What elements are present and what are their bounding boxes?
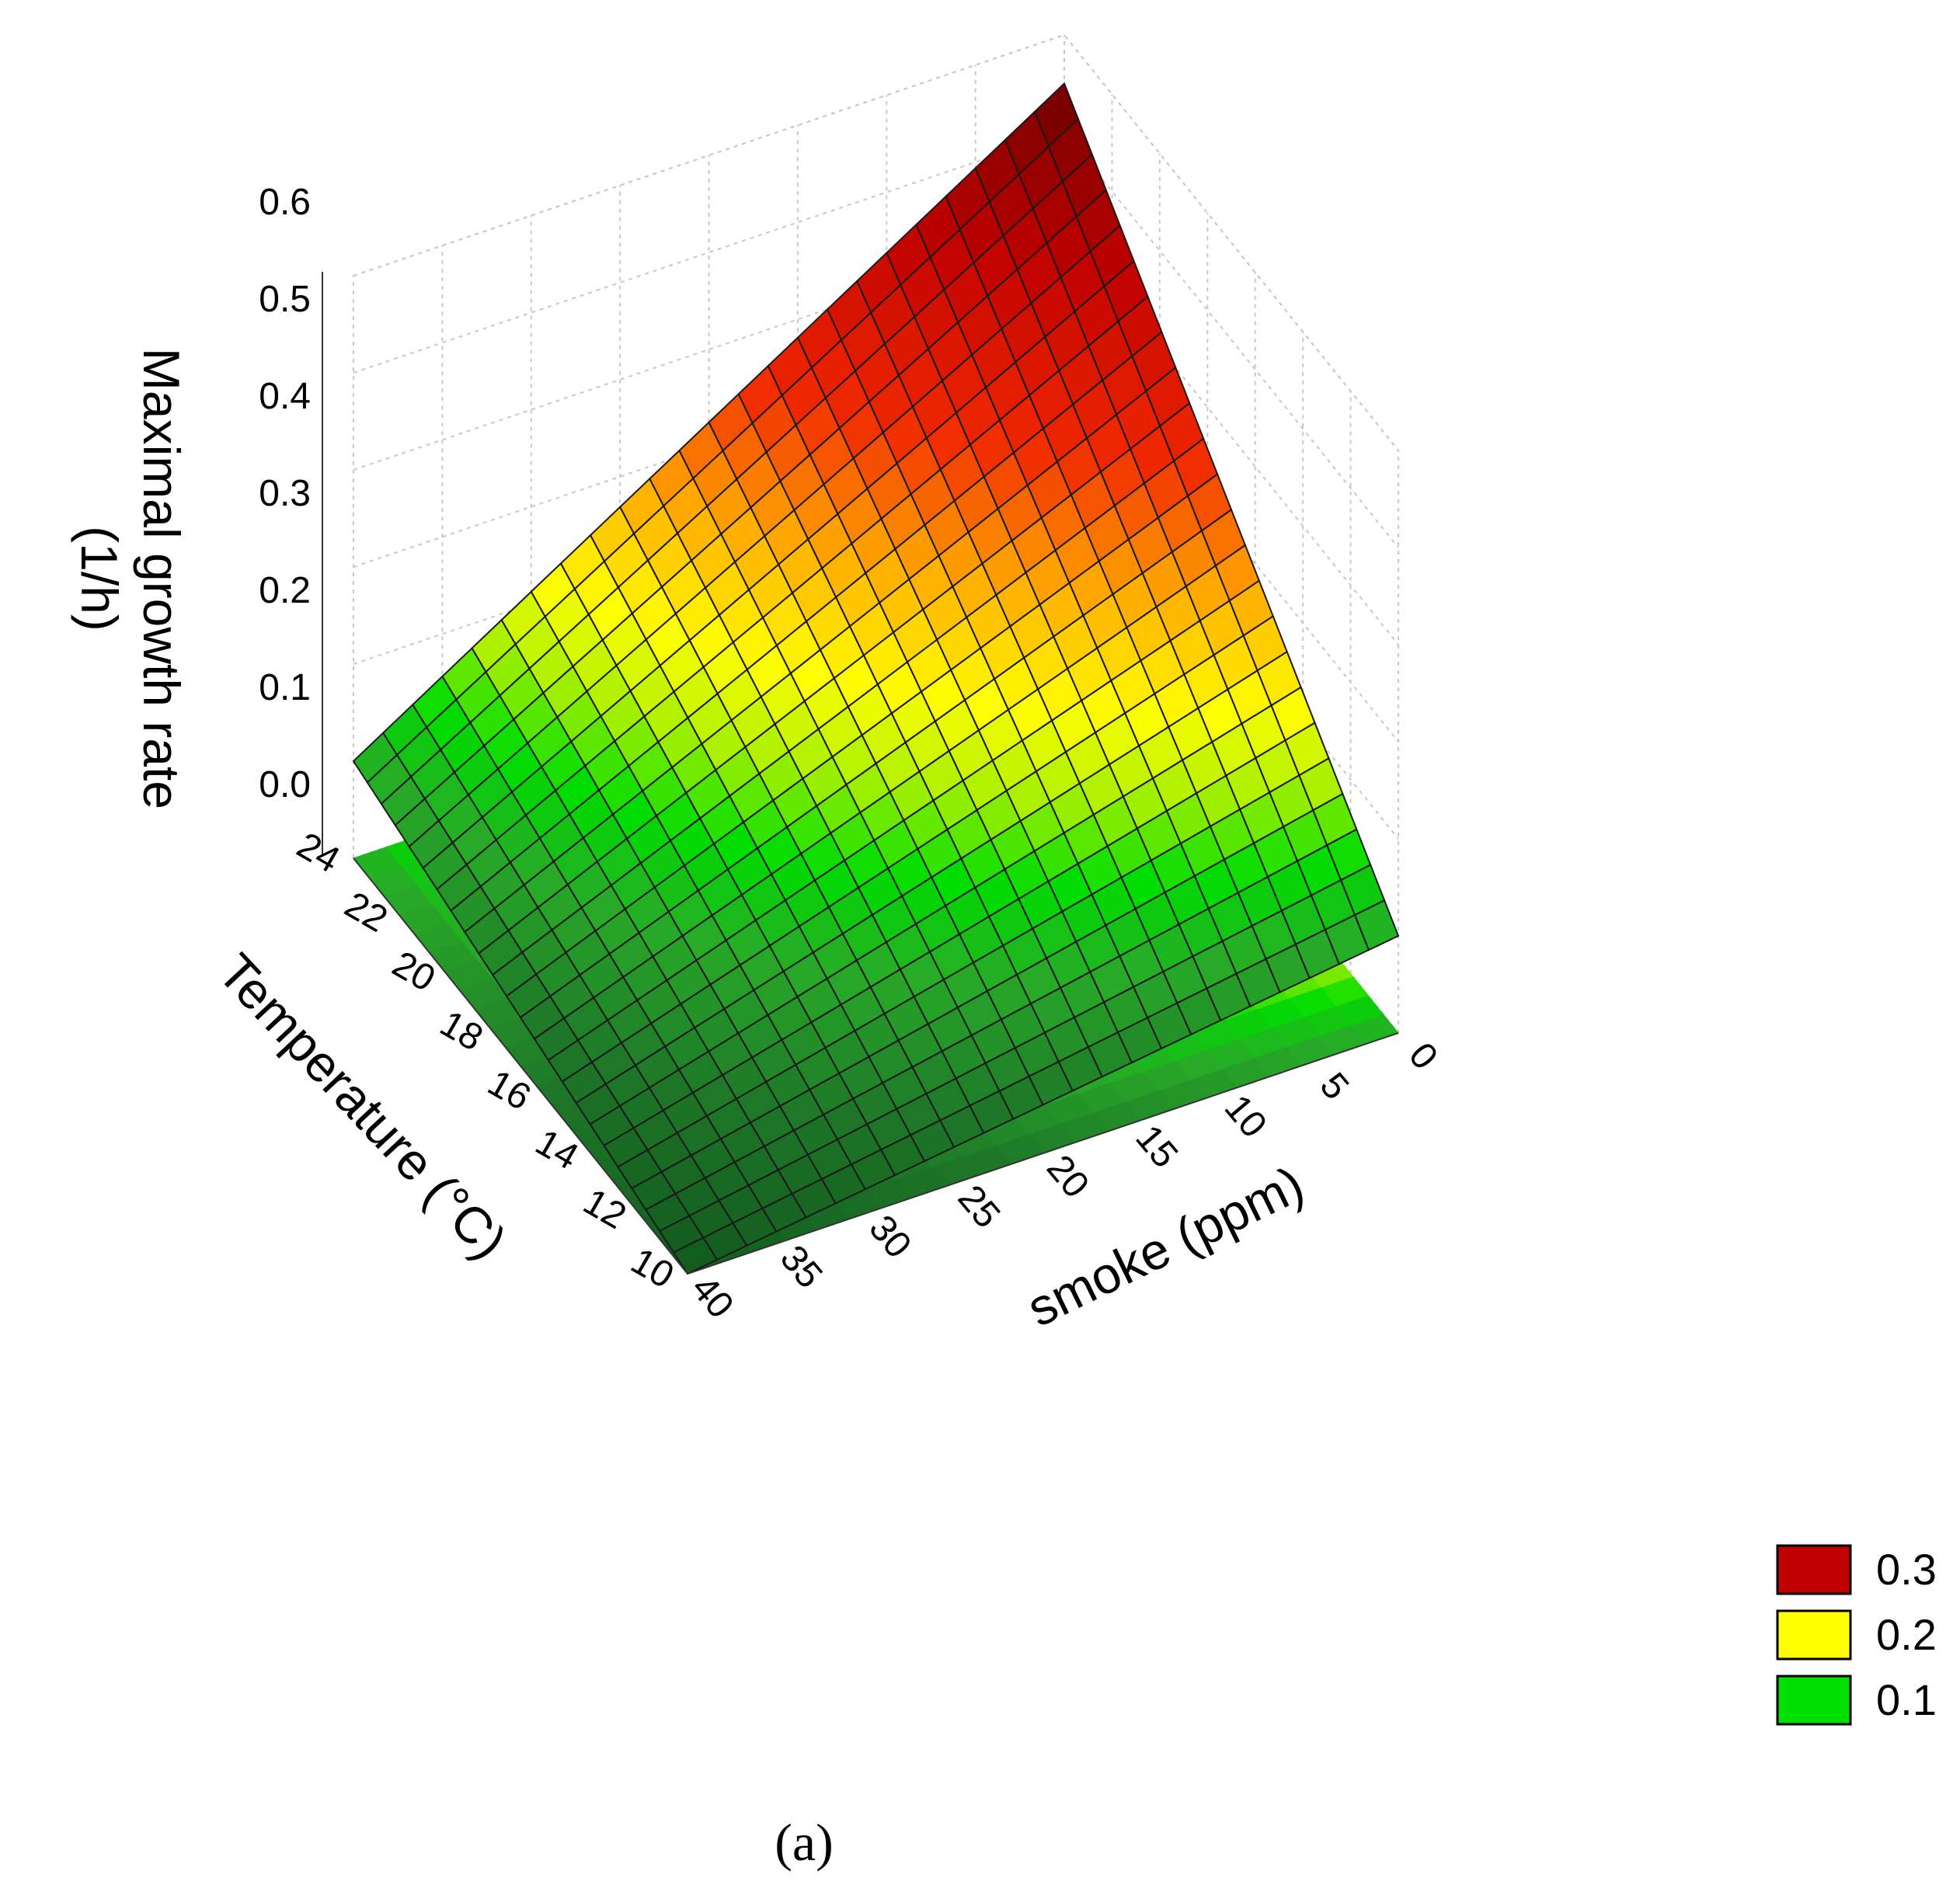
x-tick-label: 25 xyxy=(950,1177,1008,1236)
figure-caption: (a) xyxy=(775,1813,833,1872)
x-tick-label: 35 xyxy=(772,1238,830,1296)
z-tick-label: 0.5 xyxy=(259,279,311,320)
legend-label: 0.1 xyxy=(1876,1675,1937,1724)
z-tick-label: 0.4 xyxy=(259,376,311,417)
z-tick-label: 0.3 xyxy=(259,473,311,514)
z-axis-title-line1: Maximal growth rate xyxy=(133,348,190,809)
x-tick-label: 0 xyxy=(1401,1035,1446,1078)
x-tick-label: 10 xyxy=(1217,1087,1275,1146)
legend-swatch xyxy=(1776,1544,1852,1595)
z-tick-label: 0.2 xyxy=(259,570,311,611)
z-tick-label: 0.1 xyxy=(259,667,311,708)
legend-swatch xyxy=(1776,1675,1852,1726)
z-axis-title-line2: (1/h) xyxy=(71,526,128,631)
x-tick-label: 15 xyxy=(1127,1118,1185,1176)
axis-lines xyxy=(322,272,1399,1275)
x-tick-label: 30 xyxy=(861,1208,919,1266)
legend-label: 0.3 xyxy=(1876,1545,1937,1594)
x-tick-label: 40 xyxy=(683,1268,741,1327)
legend: 0.3 0.2 0.1 xyxy=(1776,1544,1937,1726)
x-tick-label: 20 xyxy=(1039,1148,1097,1206)
y-tick-label: 24 xyxy=(290,825,346,882)
z-tick-label: 0.0 xyxy=(259,764,311,805)
legend-label: 0.2 xyxy=(1876,1610,1937,1659)
legend-swatch xyxy=(1776,1609,1852,1661)
response-surface xyxy=(352,82,1400,1275)
z-tick-label: 0.6 xyxy=(259,182,311,223)
x-tick-label: 5 xyxy=(1312,1066,1357,1108)
